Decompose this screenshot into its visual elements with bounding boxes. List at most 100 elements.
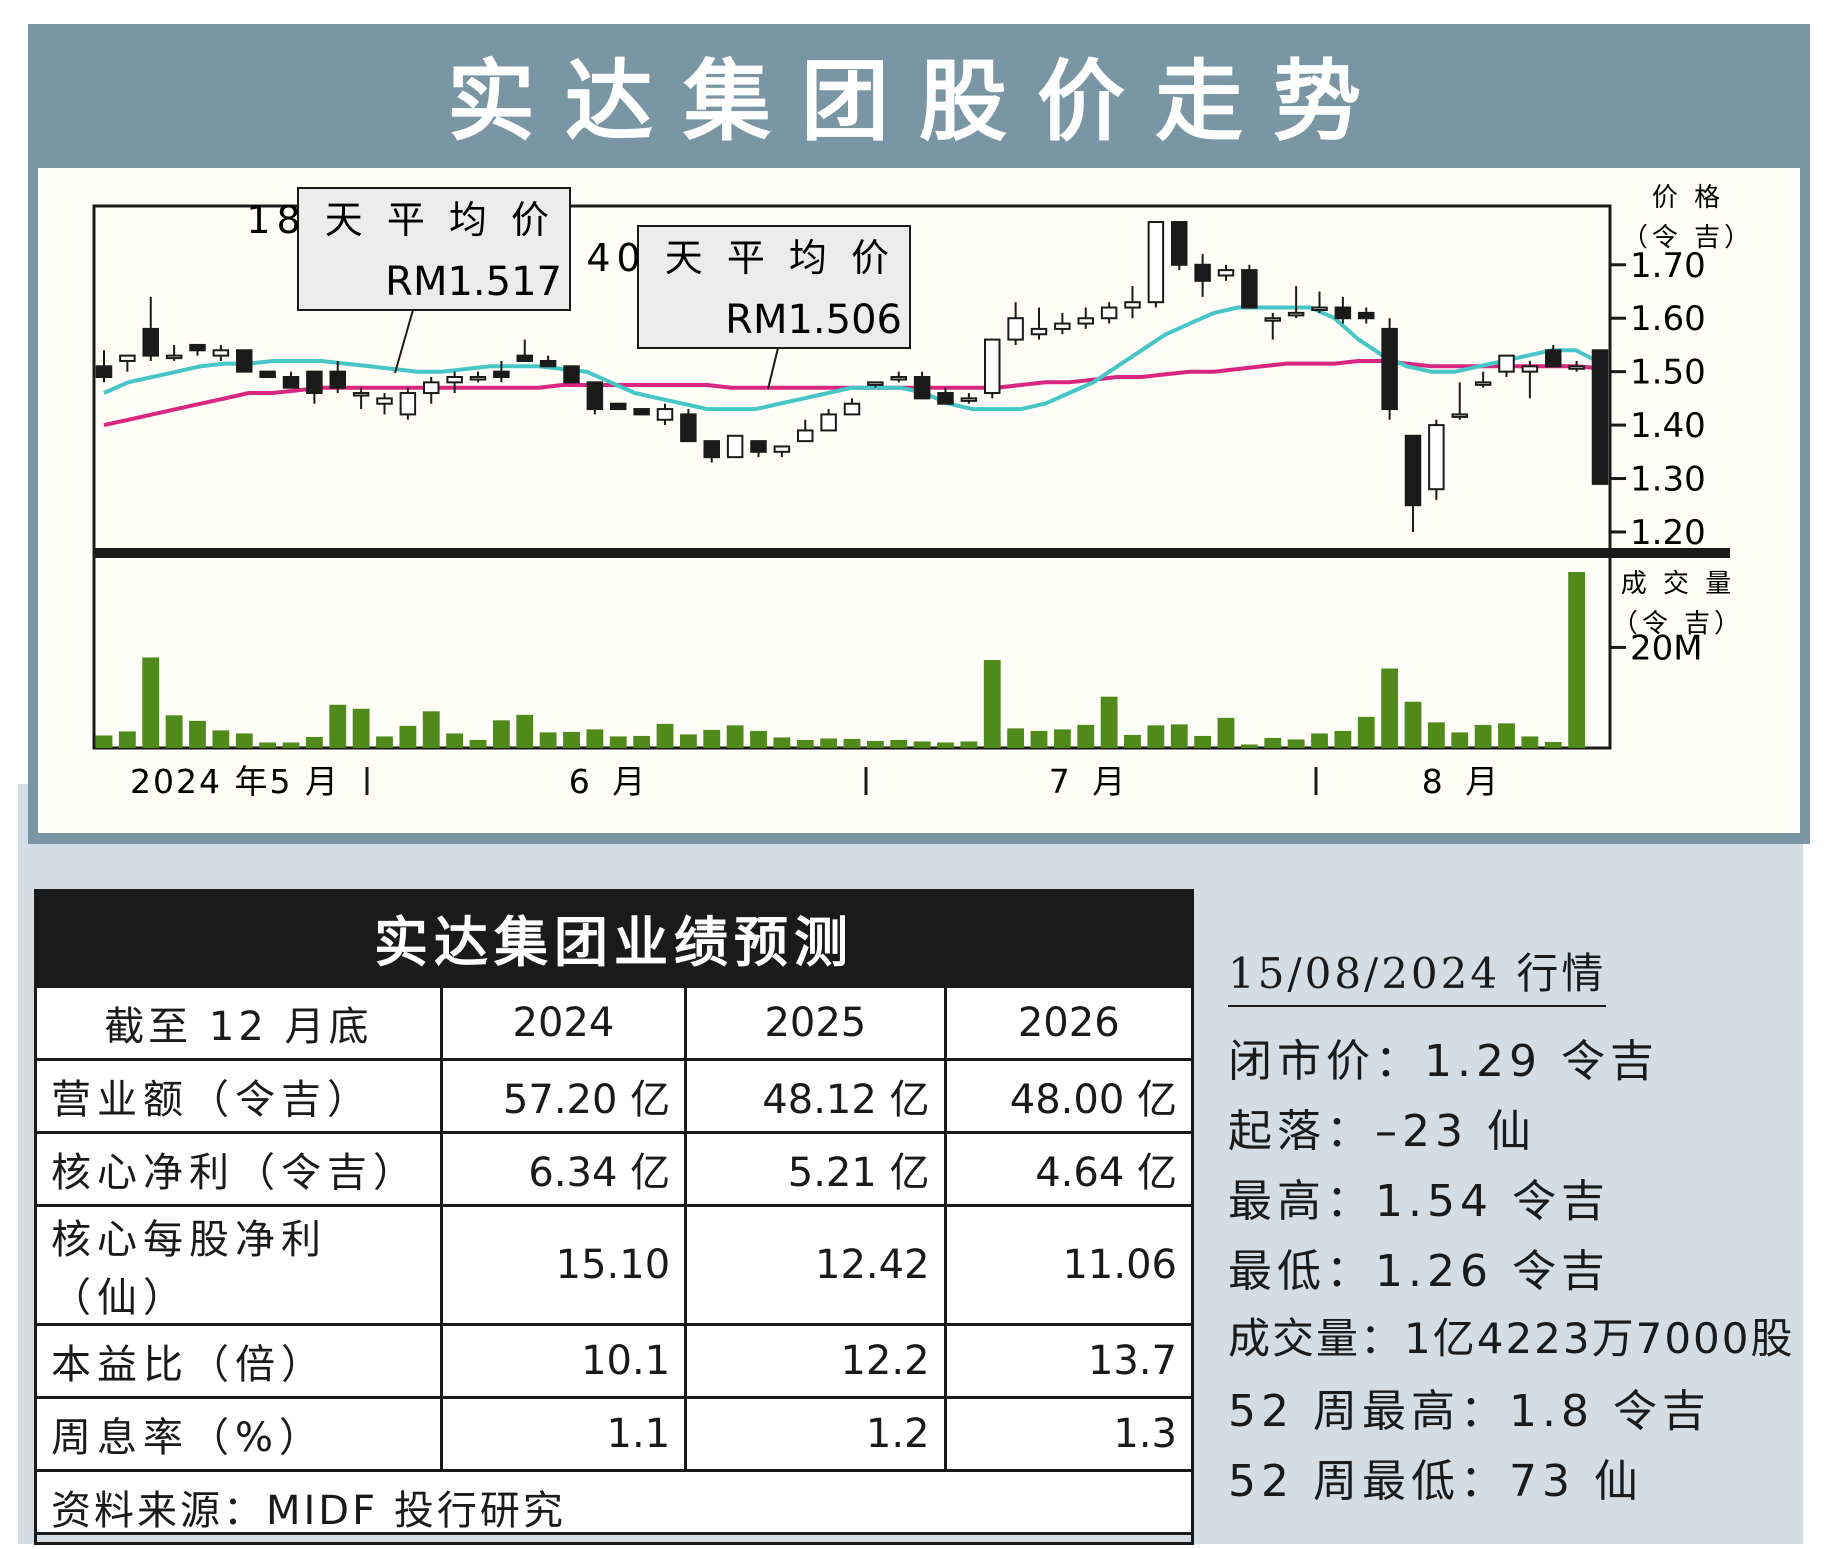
candle-up	[376, 397, 393, 405]
table-cell: 48.12 亿	[684, 1058, 947, 1134]
volume-bar	[1404, 701, 1422, 748]
candle-down	[1171, 221, 1188, 266]
volume-bar	[305, 736, 323, 748]
candle-down	[1358, 311, 1375, 320]
candle-down	[493, 370, 510, 378]
table-row: 核心每股净利（仙） 15.10 12.42 11.06	[34, 1204, 1195, 1326]
candle-up	[469, 376, 487, 381]
market-close-price: 闭市价：1.29 令吉	[1228, 1036, 1659, 1087]
source-note: 资料来源：MIDF 投行研究	[34, 1469, 1194, 1545]
volume-bar	[563, 731, 580, 748]
table-row: 核心净利（令吉） 6.34 亿 5.21 亿 4.64 亿	[34, 1131, 1195, 1207]
volume-bar	[516, 714, 534, 748]
candle-up	[843, 402, 861, 416]
candle-up	[960, 397, 978, 402]
ma40-callout-box	[637, 225, 911, 349]
candle-up	[399, 392, 417, 416]
volume-bar	[1521, 736, 1539, 748]
volume-bar	[983, 660, 1001, 748]
candle-up	[1451, 413, 1468, 418]
price-tick-label: 1.60	[1630, 299, 1706, 339]
month-label-june: 6 月	[569, 762, 652, 801]
volume-bar	[586, 729, 604, 748]
volume-axis-label: 成 交 量	[1621, 569, 1736, 599]
table-cell: 12.42	[684, 1204, 947, 1326]
candle-up	[446, 376, 463, 384]
ma40-callout-value: RM1.506	[725, 297, 902, 343]
price-tick-label: 1.30	[1630, 460, 1706, 500]
candle-up	[1217, 269, 1235, 277]
row-label: 周息率（%）	[34, 1396, 443, 1472]
candle-down	[142, 327, 159, 357]
chart-title: 实达集团股价走势	[446, 49, 1391, 153]
volume-bar	[469, 739, 487, 748]
candle-up	[773, 445, 791, 453]
volume-bar	[1100, 696, 1118, 748]
candle-up	[1054, 322, 1071, 330]
candle-down	[306, 370, 323, 395]
table-cell: 48.00 亿	[943, 1058, 1195, 1134]
volume-bar	[1217, 717, 1235, 748]
candle-down	[1241, 269, 1258, 309]
table-cell: 1.1	[439, 1396, 688, 1472]
volume-bar	[422, 711, 440, 748]
market-date: 15/08/2024 行情	[1228, 940, 1607, 1007]
candle-down	[610, 402, 627, 411]
volume-bar	[1544, 741, 1562, 748]
volume-bar	[796, 739, 814, 748]
market-change: 起落：–23 仙	[1228, 1106, 1536, 1157]
candle-down	[539, 359, 557, 368]
volume-bar	[539, 732, 557, 748]
table-cell: 57.20 亿	[439, 1058, 688, 1134]
volume-bar	[235, 733, 253, 748]
candle-down	[1545, 349, 1562, 368]
volume-bar	[1357, 716, 1375, 748]
candle-down	[633, 408, 650, 416]
volume-bar	[329, 704, 347, 748]
price-axis-unit: （令 吉）	[1622, 223, 1754, 253]
volume-axis-unit: （令 吉）	[1612, 609, 1744, 639]
market-52w-low: 52 周最低：73 仙	[1228, 1456, 1643, 1507]
volume-bar	[95, 735, 113, 748]
candle-up	[423, 381, 440, 395]
candle-down	[586, 381, 604, 411]
volume-bar	[1030, 730, 1048, 748]
candle-up	[1568, 365, 1585, 370]
header-cell: 2025	[684, 985, 947, 1061]
price-tick-label: 1.50	[1630, 353, 1706, 393]
volume-bar	[376, 736, 393, 748]
candle-up	[352, 392, 370, 397]
volume-bar	[633, 735, 651, 748]
table-cell: 13.7	[943, 1323, 1195, 1399]
volume-bar	[212, 730, 230, 748]
volume-bar	[937, 742, 954, 748]
volume-bar	[1311, 733, 1328, 748]
volume-bar	[1240, 744, 1258, 748]
forecast-table: 截至 12 月底 2024 2025 2026 营业额（令吉） 57.20 亿 …	[34, 985, 1195, 1545]
table-row: 本益比（倍） 10.1 12.2 13.7	[34, 1323, 1195, 1399]
header-cell: 2024	[439, 985, 688, 1061]
candle-up	[984, 338, 1001, 395]
volume-bar	[773, 737, 791, 748]
candle-down	[1381, 327, 1398, 411]
market-52w-high: 52 周最高：1.8 令吉	[1228, 1386, 1711, 1437]
volume-bar	[1498, 723, 1515, 748]
market-high: 最高：1.54 令吉	[1228, 1176, 1610, 1227]
candle-up	[726, 434, 744, 459]
candle-up	[1077, 317, 1094, 325]
month-label-july: 7 月	[1049, 762, 1132, 801]
volume-bar	[1053, 729, 1071, 748]
volume-bar	[189, 720, 206, 748]
candle-down	[937, 392, 954, 405]
table-cell: 6.34 亿	[439, 1131, 688, 1207]
candle-down	[563, 365, 580, 384]
ma40-callout-pointer	[767, 347, 779, 390]
volume-bar	[1124, 734, 1141, 748]
table-cell: 5.21 亿	[684, 1131, 947, 1207]
row-label: 营业额（令吉）	[34, 1058, 443, 1134]
candle-up	[797, 429, 814, 443]
candle-down	[282, 376, 300, 389]
volume-bar	[399, 725, 417, 748]
volume-bar	[679, 734, 697, 748]
candle-up	[867, 381, 884, 386]
